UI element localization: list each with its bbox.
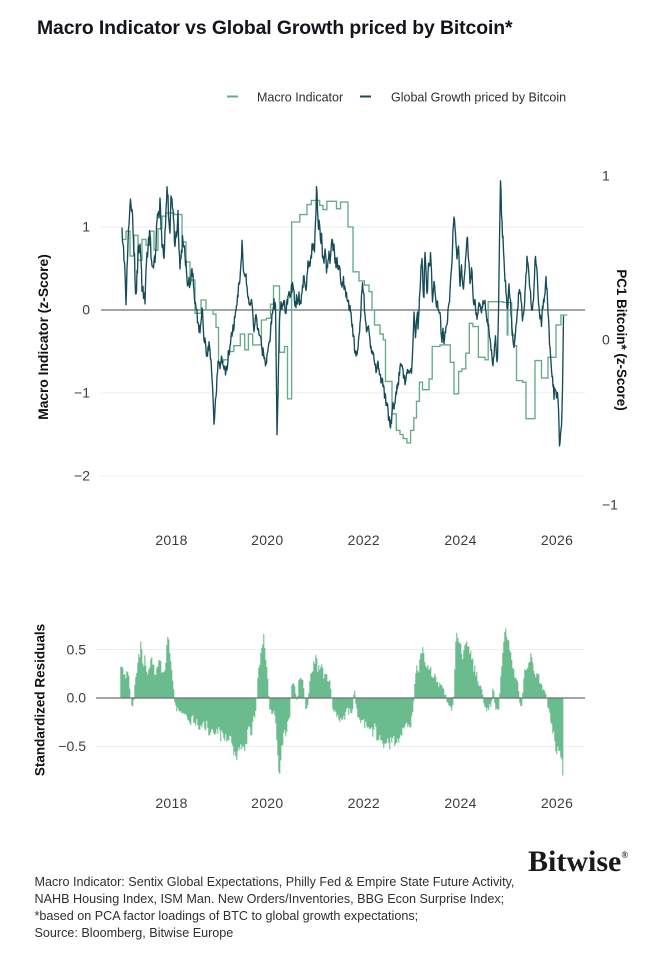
svg-text:*based on PCA factor loadings: *based on PCA factor loadings of BTC to … [35, 909, 419, 923]
svg-text:Macro Indicator vs Global Grow: Macro Indicator vs Global Growth priced … [37, 17, 513, 39]
svg-text:2026: 2026 [541, 532, 573, 548]
svg-text:2018: 2018 [155, 795, 187, 811]
svg-text:0: 0 [82, 302, 90, 318]
svg-text:1: 1 [82, 219, 90, 235]
svg-text:2022: 2022 [348, 795, 380, 811]
svg-text:−0.5: −0.5 [58, 738, 86, 754]
svg-text:2022: 2022 [348, 532, 380, 548]
svg-text:−2: −2 [74, 468, 90, 484]
svg-text:2020: 2020 [251, 795, 283, 811]
svg-text:−1: −1 [74, 385, 90, 401]
svg-text:2026: 2026 [541, 795, 573, 811]
svg-text:−1: −1 [602, 497, 618, 513]
svg-text:Global Growth priced by Bitcoi: Global Growth priced by Bitcoin [391, 91, 566, 105]
svg-text:NAHB Housing Index, ISM Man. N: NAHB Housing Index, ISM Man. New Orders/… [35, 892, 505, 906]
svg-text:2024: 2024 [444, 795, 476, 811]
svg-text:Macro Indicator: Sentix Global: Macro Indicator: Sentix Global Expectati… [35, 875, 515, 889]
svg-text:2024: 2024 [444, 532, 476, 548]
svg-text:0.5: 0.5 [67, 642, 87, 658]
svg-text:0: 0 [602, 332, 610, 348]
svg-text:Bitwise®: Bitwise® [528, 845, 628, 878]
svg-text:Macro Indicator: Macro Indicator [257, 91, 343, 105]
svg-text:2018: 2018 [155, 532, 187, 548]
svg-text:0.0: 0.0 [67, 690, 87, 706]
svg-text:Macro Indicator (z-Score): Macro Indicator (z-Score) [36, 254, 51, 420]
svg-text:1: 1 [602, 168, 610, 184]
svg-text:PC1 Bitcoin* (z-Score): PC1 Bitcoin* (z-Score) [614, 269, 629, 410]
svg-text:2020: 2020 [251, 532, 283, 548]
svg-text:Source: Bloomberg, Bitwise Eur: Source: Bloomberg, Bitwise Europe [35, 926, 234, 940]
svg-text:Standardized Residuals: Standardized Residuals [33, 624, 48, 776]
